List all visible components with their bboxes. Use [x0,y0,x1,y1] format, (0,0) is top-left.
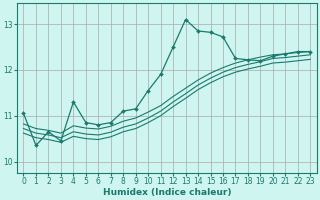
X-axis label: Humidex (Indice chaleur): Humidex (Indice chaleur) [103,188,231,197]
